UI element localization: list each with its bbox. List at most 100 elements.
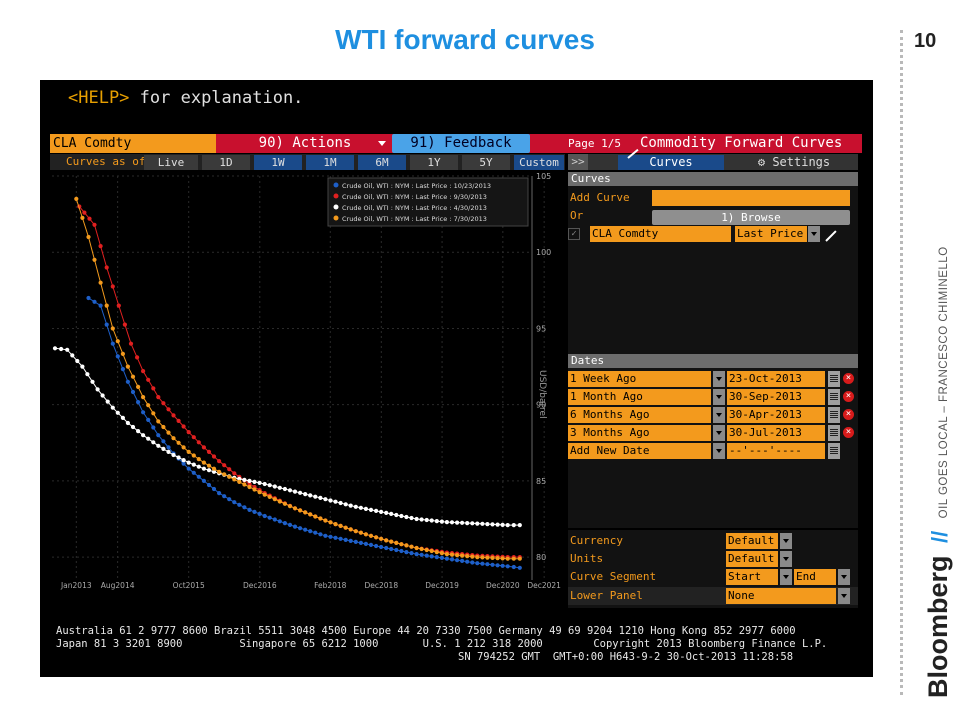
x-tick-label: Oct2015 [173, 581, 205, 590]
expand-arrow-button[interactable]: >> [568, 154, 588, 170]
data-point [409, 551, 414, 556]
units-select[interactable]: Default [726, 551, 778, 567]
date-row-dropdown[interactable] [713, 371, 725, 387]
date-row-dropdown[interactable] [713, 425, 725, 441]
segment-start-select[interactable]: Start [726, 569, 778, 585]
brand-slashes: // [927, 530, 952, 544]
lower-panel-label: Lower Panel [570, 589, 643, 602]
tab-live[interactable]: Live [144, 155, 198, 170]
tab-5y[interactable]: 5Y [462, 155, 510, 170]
currency-select[interactable]: Default [726, 533, 778, 549]
remove-date-icon[interactable]: × [843, 427, 854, 438]
date-row-value[interactable]: 30-Jul-2013 [727, 425, 825, 441]
calendar-icon[interactable] [828, 443, 840, 459]
calendar-icon[interactable] [828, 371, 840, 387]
data-point [191, 435, 196, 440]
calendar-icon[interactable] [828, 425, 840, 441]
ticker-input[interactable]: CLA Comdty [50, 134, 216, 153]
data-point [95, 387, 100, 392]
calendar-icon[interactable] [828, 407, 840, 423]
tab-1d[interactable]: 1D [202, 155, 250, 170]
lower-panel-select[interactable]: None [726, 588, 836, 604]
curve-field-dropdown[interactable] [808, 226, 820, 242]
data-point [100, 393, 105, 398]
browse-button[interactable]: 1) Browse [652, 210, 850, 225]
date-row-dropdown[interactable] [713, 389, 725, 405]
data-point [115, 354, 120, 359]
date-row-dropdown[interactable] [713, 407, 725, 423]
date-row-value[interactable]: 30-Sep-2013 [727, 389, 825, 405]
segment-start-dropdown[interactable] [780, 569, 792, 585]
data-point [52, 346, 58, 351]
units-dropdown[interactable] [780, 551, 792, 567]
tab-settings[interactable]: ⚙ Settings [732, 155, 856, 170]
data-point [353, 504, 358, 509]
curve-ticker-field[interactable]: CLA Comdty [590, 226, 731, 242]
tab-1y[interactable]: 1Y [410, 155, 458, 170]
data-point [389, 539, 394, 544]
data-point [130, 424, 136, 430]
date-row-value[interactable]: 23-Oct-2013 [727, 371, 825, 387]
data-point [92, 257, 97, 262]
help-key[interactable]: <HELP> [68, 88, 130, 108]
currency-dropdown[interactable] [780, 533, 792, 549]
calendar-icon[interactable] [828, 389, 840, 405]
forward-curve-chart[interactable]: 80 85 90 95 100 105 Jan2013 Aug2014 Oct2015 Dec2… [50, 170, 568, 590]
data-point [201, 445, 206, 450]
date-row-label[interactable]: 1 Month Ago [568, 389, 711, 405]
tab-curves[interactable]: Curves [618, 155, 724, 170]
data-point [460, 558, 465, 563]
data-point [475, 521, 480, 526]
date-row-value[interactable]: 30-Apr-2013 [727, 407, 825, 423]
actions-menu-button[interactable]: 90) Actions [258, 135, 352, 151]
tab-6m[interactable]: 6M [358, 155, 406, 170]
add-new-date-dropdown[interactable] [713, 443, 725, 459]
data-point [313, 494, 318, 499]
data-point [298, 526, 303, 531]
data-point [318, 516, 323, 521]
remove-date-icon[interactable]: × [843, 409, 854, 420]
data-point [146, 417, 151, 422]
segment-end-select[interactable]: End [794, 569, 836, 585]
remove-date-icon[interactable]: × [843, 391, 854, 402]
data-point [110, 284, 115, 289]
x-tick-label: Dec2021 [527, 581, 561, 590]
data-point [404, 514, 409, 520]
tab-custom[interactable]: Custom [514, 155, 564, 170]
help-line: <HELP> for explanation. [68, 88, 303, 108]
data-point [252, 487, 257, 492]
data-point [242, 505, 247, 510]
feedback-button[interactable]: 91) Feedback [392, 134, 530, 153]
data-point [505, 523, 510, 528]
date-row-label[interactable]: 1 Week Ago [568, 371, 711, 387]
tab-1m[interactable]: 1M [306, 155, 354, 170]
data-point [465, 554, 470, 559]
date-row-label[interactable]: 6 Months Ago [568, 407, 711, 423]
lower-panel-dropdown[interactable] [838, 588, 850, 604]
data-point [136, 384, 141, 389]
add-new-date-value[interactable]: --'---'---- [727, 443, 825, 459]
data-point [201, 466, 206, 471]
data-point [298, 490, 303, 495]
curve-field-select[interactable]: Last Price [735, 226, 807, 242]
data-point [196, 457, 201, 462]
data-point [333, 499, 338, 504]
data-point [282, 521, 287, 526]
add-new-date-field[interactable]: Add New Date [568, 443, 711, 459]
data-point [104, 303, 109, 308]
data-point [374, 508, 379, 513]
x-tick-label: Dec2019 [425, 581, 459, 590]
data-point [303, 510, 308, 515]
data-point [151, 425, 156, 430]
tab-1w[interactable]: 1W [254, 155, 302, 170]
data-point [277, 499, 282, 504]
segment-end-dropdown[interactable] [838, 569, 850, 585]
data-point [110, 326, 115, 331]
add-curve-input[interactable] [652, 190, 850, 206]
remove-date-icon[interactable]: × [843, 373, 854, 384]
curve-checkbox[interactable]: ✓ [568, 228, 580, 240]
y-tick-label: 90 [536, 401, 546, 410]
data-point [116, 303, 121, 308]
date-row-label[interactable]: 3 Months Ago [568, 425, 711, 441]
data-point [500, 522, 505, 527]
